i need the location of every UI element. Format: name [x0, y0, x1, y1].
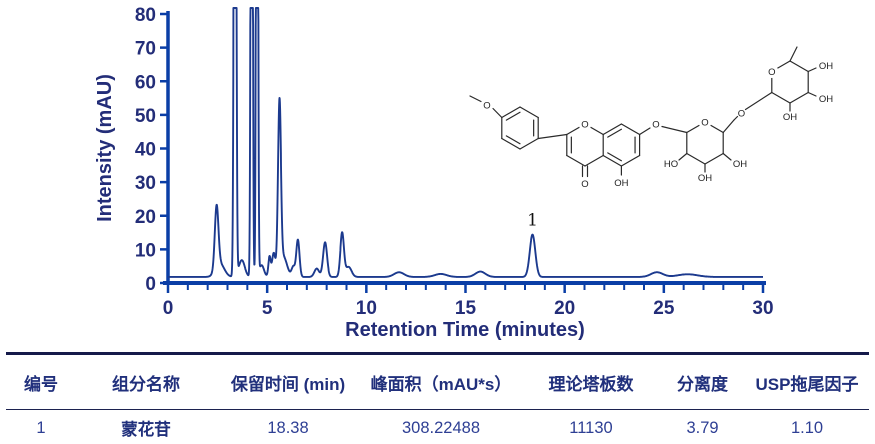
- header-component-name: 组分名称: [76, 353, 216, 410]
- atom-label-rhamnose-oh3: OH: [783, 112, 797, 123]
- table-row: 1 蒙花苷 18.38 308.22488 11130 3.79 1.10: [6, 410, 869, 444]
- header-peak-area: 峰面积（mAU*s）: [360, 353, 522, 410]
- atom-label-carbonyl-o: O: [581, 179, 588, 190]
- y-tick-label: 80: [135, 5, 156, 26]
- y-tick-label: 0: [145, 274, 156, 295]
- x-tick-label: 25: [653, 298, 675, 319]
- table-header-row: 编号 组分名称 保留时间 (min) 峰面积（mAU*s） 理论塔板数 分离度 …: [6, 353, 869, 410]
- x-tick-label: 0: [163, 298, 174, 319]
- atom-label-glucose-ring-o: O: [701, 118, 708, 129]
- chromatogram-svg: 0 5 10 15 20 25 30 0 10 20 30 40 50 60 70 80 1 Intensity…: [94, 5, 833, 341]
- atom-label-methoxy-o: O: [483, 101, 490, 112]
- atom-label-chromone-ring-o: O: [581, 120, 588, 131]
- chromatogram-trace: [167, 7, 764, 278]
- y-tick-label: 10: [135, 240, 156, 261]
- x-tick-label: 5: [262, 298, 273, 319]
- label-bg: [698, 115, 712, 129]
- cell-retention-time: 18.38: [267, 418, 309, 437]
- cell-resolution: 3.79: [686, 418, 719, 437]
- y-tick-label: 40: [135, 140, 156, 161]
- atom-label-rhamnose-oh2: OH: [819, 94, 833, 105]
- label-bg: [765, 65, 779, 78]
- atom-label-glucose-oh1: OH: [698, 173, 712, 184]
- y-axis-title: Intensity (mAU): [94, 74, 116, 222]
- header-retention-time: 保留时间 (min): [216, 353, 360, 410]
- cell-usp-tailing: 1.10: [790, 418, 824, 437]
- y-tick-label: 70: [135, 39, 156, 60]
- x-tick-label: 10: [356, 298, 377, 319]
- header-resolution: 分离度: [660, 353, 745, 410]
- atom-label-rhamnose-ring-o: O: [768, 67, 775, 78]
- plot-area: 0 5 10 15 20 25 30 0 10 20 30 40 50 60 70 80 1: [135, 5, 774, 319]
- peak-annotation: 1: [527, 211, 538, 231]
- cell-peak-area: 308.22488: [402, 418, 480, 437]
- cell-theoretical-plates: 11130: [569, 418, 613, 437]
- header-usp-tailing: USP拖尾因子: [745, 353, 869, 410]
- atom-label-glucose-ho: HO: [664, 159, 678, 170]
- x-tick-label: 20: [554, 298, 575, 319]
- header-number: 编号: [6, 353, 76, 410]
- x-tick-label: 30: [752, 298, 773, 319]
- y-tick-label: 30: [135, 173, 156, 194]
- label-bg: [578, 117, 592, 131]
- y-tick-label: 60: [135, 72, 156, 93]
- molecule-structure: O O O OH O O HO OH OH O O OH OH OH: [469, 46, 833, 190]
- x-axis-title: Retention Time (minutes): [345, 319, 585, 341]
- cell-component-name: 蒙花苷: [121, 421, 171, 439]
- atom-label-rhamnose-oh1: OH: [819, 61, 833, 72]
- chromatogram-chart: 0 5 10 15 20 25 30 0 10 20 30 40 50 60 70 80 1 Intensity…: [94, 5, 833, 341]
- cell-number: 1: [36, 418, 46, 437]
- atom-label-5-oh: OH: [614, 178, 628, 189]
- header-theoretical-plates: 理论塔板数: [522, 353, 660, 410]
- atom-label-glycosidic-o: O: [652, 120, 659, 131]
- results-table: 编号 组分名称 保留时间 (min) 峰面积（mAU*s） 理论塔板数 分离度 …: [6, 352, 869, 444]
- y-tick-label: 50: [135, 106, 156, 127]
- atom-label-glucose-oh2: OH: [733, 159, 747, 170]
- x-tick-label: 15: [455, 298, 477, 319]
- atom-label-linkage-o: O: [738, 109, 745, 120]
- y-tick-label: 20: [135, 207, 156, 228]
